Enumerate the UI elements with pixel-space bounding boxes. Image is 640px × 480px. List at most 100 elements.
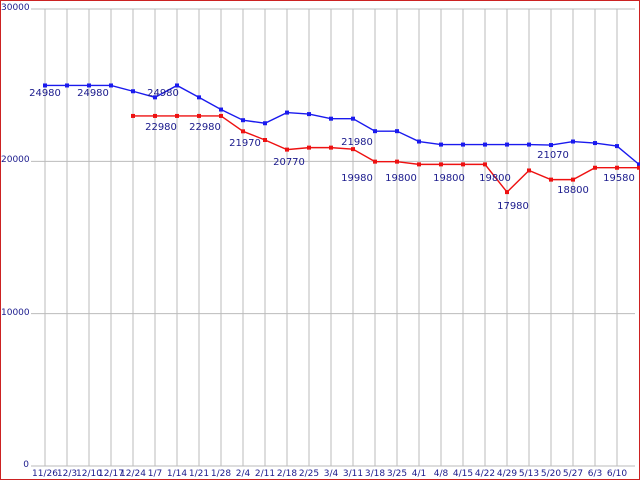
data-point-marker	[197, 113, 201, 118]
data-point-marker	[439, 142, 443, 147]
x-axis-tick-label: 2/4	[235, 469, 251, 479]
data-point-marker	[461, 162, 465, 167]
series-line-max-price	[45, 84, 640, 165]
data-point-marker	[505, 142, 509, 147]
data-series-layer	[43, 83, 640, 195]
x-axis-tick-label: 4/15	[452, 469, 474, 479]
data-point-value-label: 24980	[29, 88, 61, 99]
y-axis-tick-label: 0	[23, 460, 29, 470]
data-point-marker	[351, 116, 355, 121]
plot-area: 24980 24980 24980 22980 22980 21970 20770 21980…	[29, 8, 640, 467]
data-point-marker	[593, 141, 597, 146]
data-point-marker	[219, 107, 223, 112]
data-point-marker	[395, 159, 399, 164]
data-point-marker	[307, 145, 311, 150]
data-point-marker	[175, 113, 179, 118]
data-point-value-label: 21970	[229, 138, 261, 149]
data-point-value-label: 22980	[145, 122, 177, 133]
x-axis-tick-label: 1/7	[147, 469, 163, 479]
data-point-marker	[329, 145, 333, 150]
data-point-marker	[417, 162, 421, 167]
data-point-value-label: 21070	[537, 150, 569, 161]
data-point-value-label: 17980	[497, 201, 529, 212]
data-point-value-label: 19580	[603, 173, 635, 184]
x-axis-tick-label: 3/25	[386, 469, 408, 479]
x-axis-tick-label: 5/13	[518, 469, 540, 479]
x-axis-tick-label: 12/17	[98, 469, 124, 479]
data-point-value-label: 24980	[147, 88, 179, 99]
data-point-marker	[615, 165, 619, 170]
data-point-marker	[65, 83, 69, 88]
data-point-marker	[263, 121, 267, 126]
x-axis-tick-label: 4/29	[496, 469, 518, 479]
data-point-value-label: 20770	[273, 157, 305, 168]
data-point-marker	[593, 165, 597, 170]
x-axis-tick-label: 1/21	[188, 469, 210, 479]
data-point-marker	[373, 159, 377, 164]
x-axis-tick-label: 5/27	[562, 469, 584, 479]
x-axis-tick-label: 4/8	[433, 469, 449, 479]
data-point-marker	[329, 116, 333, 121]
data-point-marker	[395, 129, 399, 134]
data-point-marker	[461, 142, 465, 147]
data-point-value-label: 22980	[189, 122, 221, 133]
x-axis-tick-label: 4/22	[474, 469, 496, 479]
data-point-marker	[153, 95, 157, 100]
data-point-value-label: 19800	[479, 173, 511, 184]
data-point-marker	[351, 147, 355, 152]
data-point-marker	[131, 113, 135, 118]
data-point-marker	[153, 113, 157, 118]
y-axis-tick-label: 20000	[1, 155, 30, 166]
x-axis-tick-label: 2/25	[298, 469, 320, 479]
data-point-value-label: 18800	[557, 185, 589, 196]
data-point-marker	[175, 83, 179, 88]
data-point-value-label: 21980	[341, 137, 373, 148]
data-point-marker	[87, 83, 91, 88]
data-point-marker	[483, 142, 487, 147]
x-axis-tick-label: 1/28	[210, 469, 232, 479]
data-point-marker	[439, 162, 443, 167]
data-point-marker	[483, 162, 487, 167]
y-axis-tick-label: 30000	[1, 3, 30, 13]
data-point-marker	[131, 89, 135, 94]
data-point-marker	[637, 165, 640, 170]
y-axis-tick-label: 10000	[1, 307, 30, 318]
x-axis-tick-label: 6/3	[587, 469, 603, 479]
x-axis-tick-label: 2/18	[276, 469, 298, 479]
data-point-marker	[527, 168, 531, 173]
data-point-value-label: 19800	[433, 173, 465, 184]
x-axis-tick-label: 3/18	[364, 469, 386, 479]
data-point-marker	[219, 113, 223, 118]
data-point-marker	[527, 142, 531, 147]
x-axis-tick-label: 5/20	[540, 469, 562, 479]
x-axis-tick-label: 4/1	[411, 469, 427, 479]
data-point-marker	[241, 118, 245, 123]
data-point-marker	[637, 162, 640, 167]
data-point-marker	[549, 143, 553, 148]
x-axis-tick-label: 12/3	[56, 469, 78, 479]
x-axis-tick-label: 3/11	[342, 469, 364, 479]
data-point-marker	[197, 95, 201, 100]
data-point-marker	[571, 177, 575, 182]
series-line-min-price	[133, 115, 639, 194]
data-point-value-label: 24980	[77, 88, 109, 99]
x-axis-tick-label: 2/11	[254, 469, 276, 479]
data-point-value-label: 19800	[385, 173, 417, 184]
x-axis-tick-label: 1/14	[166, 469, 188, 479]
x-axis-tick-label: 11/26	[32, 469, 58, 479]
data-point-marker	[373, 129, 377, 134]
data-point-marker	[263, 138, 267, 143]
x-axis-tick-label: 3/4	[323, 469, 339, 479]
data-point-marker	[615, 144, 619, 149]
data-point-marker	[241, 129, 245, 134]
x-axis-tick-label: 12/10	[76, 469, 102, 479]
x-axis-tick-label: 12/24	[120, 469, 146, 479]
data-point-marker	[417, 139, 421, 144]
data-point-marker	[285, 110, 289, 115]
data-point-marker	[505, 190, 509, 195]
data-point-marker	[109, 83, 113, 88]
data-point-marker	[307, 112, 311, 117]
data-point-marker	[285, 147, 289, 152]
data-point-value-label: 19980	[341, 173, 373, 184]
